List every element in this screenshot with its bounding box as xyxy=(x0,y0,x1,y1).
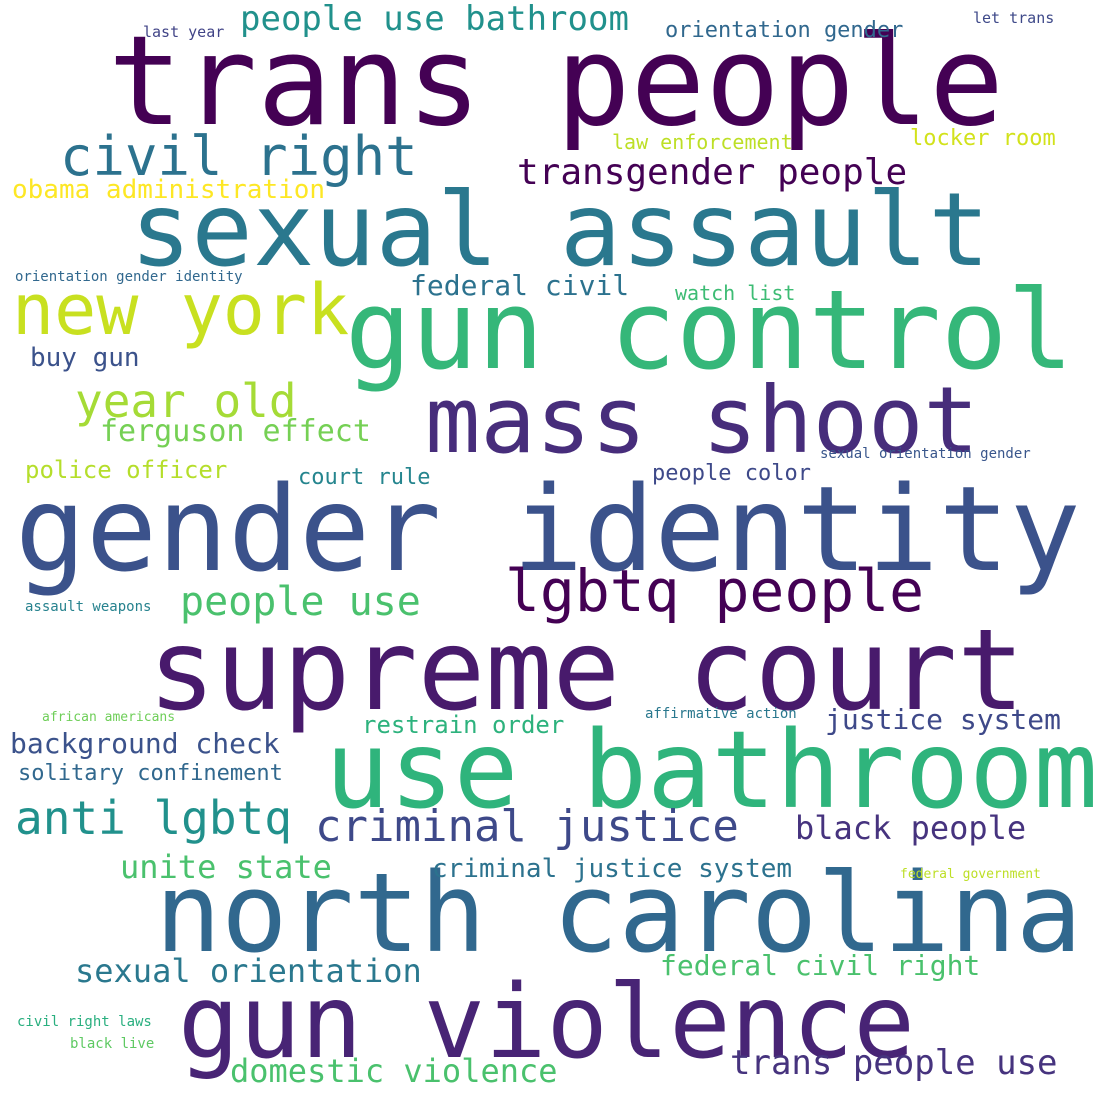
word: african americans xyxy=(42,710,176,725)
word: ferguson effect xyxy=(100,414,371,449)
word: last year xyxy=(143,23,225,41)
word: gender identity xyxy=(15,460,1081,598)
word: court rule xyxy=(298,465,431,490)
word: criminal justice system xyxy=(432,854,793,884)
word: solitary confinement xyxy=(18,761,283,786)
word: watch list xyxy=(675,281,796,305)
word: affirmative action xyxy=(645,706,797,722)
word: orientation gender xyxy=(665,18,904,43)
word: new york xyxy=(12,269,350,351)
word: lgbtq people xyxy=(505,557,925,625)
word: black people xyxy=(795,809,1027,847)
word: people color xyxy=(652,461,811,486)
word: sexual orientation gender xyxy=(820,446,1031,462)
word: let trans xyxy=(973,9,1055,27)
word: law enforcement xyxy=(612,130,793,154)
word: use bathroom xyxy=(325,709,1099,833)
word: trans people use xyxy=(730,1043,1058,1083)
word: federal civil xyxy=(410,269,630,302)
word: restrain order xyxy=(362,711,565,739)
word: criminal justice xyxy=(315,801,739,852)
word: sexual assault xyxy=(130,171,990,290)
word: north carolina xyxy=(155,849,1083,977)
word: transgender people xyxy=(517,152,908,193)
word: domestic violence xyxy=(230,1052,558,1090)
word: federal government xyxy=(900,867,1041,882)
word: people use xyxy=(180,579,421,625)
word: gun violence xyxy=(178,963,915,1082)
word: civil right xyxy=(60,125,418,188)
word: locker room xyxy=(910,126,1056,151)
word: obama administration xyxy=(12,175,326,205)
word: civil right laws xyxy=(17,1014,152,1030)
word: mass shoot xyxy=(425,367,979,474)
word: year old xyxy=(75,374,297,428)
word: unite state xyxy=(120,848,332,886)
word: orientation gender identity xyxy=(15,269,243,285)
word: federal civil right xyxy=(660,949,981,982)
word: people use bathroom xyxy=(240,0,629,39)
word: assault weapons xyxy=(25,599,152,615)
word: justice system xyxy=(825,703,1062,736)
word: background check xyxy=(10,727,280,760)
word: buy gun xyxy=(30,343,140,373)
word: trans people xyxy=(108,10,1004,154)
word: anti lgbtq xyxy=(15,791,292,845)
word: black live xyxy=(70,1036,155,1052)
word: police officer xyxy=(25,456,228,484)
word: supreme court xyxy=(148,606,1025,736)
word: sexual orientation xyxy=(75,952,422,990)
word: gun control xyxy=(345,266,1074,394)
